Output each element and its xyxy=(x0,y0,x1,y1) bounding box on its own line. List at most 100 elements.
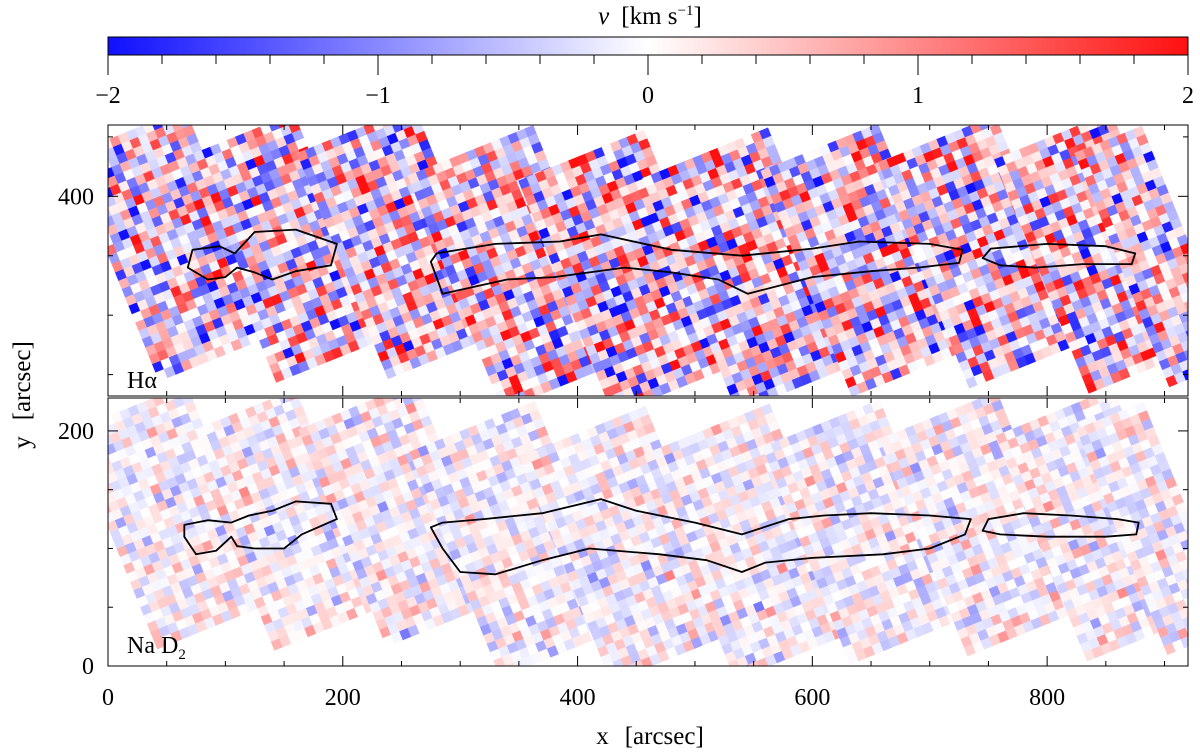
halpha-speckle xyxy=(409,356,422,370)
halpha-speckle xyxy=(577,298,590,312)
halpha-speckle xyxy=(650,288,664,302)
halpha-speckle xyxy=(437,198,451,212)
halpha-speckle xyxy=(950,217,963,230)
halpha-speckle xyxy=(734,331,748,344)
halpha-speckle xyxy=(119,208,133,222)
nad2-speckle xyxy=(288,514,302,527)
halpha-speckle xyxy=(242,295,255,308)
halpha-speckle xyxy=(95,219,107,231)
halpha-speckle xyxy=(225,301,238,315)
halpha-speckle xyxy=(642,243,655,257)
halpha-speckle xyxy=(632,315,645,328)
halpha-speckle xyxy=(380,164,393,177)
halpha-speckle xyxy=(704,256,717,269)
halpha-speckle xyxy=(603,317,617,330)
halpha-speckle xyxy=(826,305,839,319)
halpha-speckle xyxy=(1189,288,1200,300)
halpha-speckle xyxy=(397,351,411,365)
nad2-speckle xyxy=(156,596,170,610)
halpha-speckle xyxy=(368,159,382,172)
halpha-speckle xyxy=(800,373,813,386)
halpha-speckle xyxy=(227,330,240,343)
halpha-speckle xyxy=(834,205,847,219)
nad2-speckle xyxy=(116,448,129,461)
halpha-speckle xyxy=(980,243,993,257)
halpha-speckle xyxy=(1086,264,1099,277)
halpha-speckle xyxy=(275,281,289,295)
halpha-speckle xyxy=(353,243,367,256)
halpha-speckle xyxy=(846,259,859,272)
halpha-speckle xyxy=(1023,303,1037,317)
halpha-speckle xyxy=(1162,366,1175,379)
nad2-speckle xyxy=(221,444,235,457)
halpha-speckle xyxy=(380,309,394,323)
halpha-speckle xyxy=(839,339,853,352)
halpha-speckle xyxy=(923,354,936,367)
halpha-speckle xyxy=(982,369,995,382)
halpha-speckle xyxy=(1145,324,1158,338)
halpha-speckle xyxy=(610,285,623,298)
halpha-speckle xyxy=(822,249,836,262)
halpha-speckle xyxy=(702,276,716,289)
halpha-speckle xyxy=(1139,190,1153,204)
halpha-speckle xyxy=(388,257,402,271)
nad2-speckle xyxy=(171,416,184,429)
halpha-speckle xyxy=(131,262,145,275)
halpha-speckle xyxy=(610,333,624,347)
halpha-speckle xyxy=(203,271,217,285)
halpha-speckle xyxy=(365,296,379,309)
halpha-speckle xyxy=(286,189,300,203)
halpha-speckle xyxy=(228,164,241,178)
halpha-speckle xyxy=(630,335,644,349)
halpha-speckle xyxy=(1146,256,1160,269)
nad2-speckle xyxy=(108,495,109,508)
nad2-speckle xyxy=(121,436,134,449)
halpha-speckle xyxy=(1135,360,1148,374)
nad2-speckle xyxy=(161,633,175,647)
halpha-speckle xyxy=(750,130,764,144)
nad2-speckle xyxy=(178,384,190,396)
halpha-speckle xyxy=(943,249,956,262)
nad2-speckle xyxy=(187,623,200,636)
halpha-speckle xyxy=(1096,289,1109,302)
halpha-speckle xyxy=(863,349,876,362)
halpha-speckle xyxy=(913,280,926,294)
nad2-speckle xyxy=(225,549,238,563)
halpha-speckle xyxy=(977,332,990,346)
halpha-speckle xyxy=(1136,134,1149,147)
halpha-speckle xyxy=(114,171,128,185)
halpha-speckle xyxy=(1129,165,1143,179)
halpha-speckle xyxy=(435,170,449,184)
halpha-speckle xyxy=(357,251,370,264)
halpha-speckle xyxy=(1108,294,1121,307)
halpha-speckle xyxy=(516,370,530,384)
halpha-speckle xyxy=(1076,190,1089,204)
nad2-speckle xyxy=(253,451,266,464)
halpha-speckle xyxy=(472,262,486,275)
nad2-speckle xyxy=(143,563,156,576)
halpha-speckle xyxy=(499,135,512,148)
halpha-speckle xyxy=(1054,330,1067,344)
halpha-speckle xyxy=(635,323,649,337)
halpha-speckle xyxy=(512,217,526,230)
halpha-speckle xyxy=(534,295,548,309)
halpha-speckle xyxy=(485,150,499,163)
halpha-speckle xyxy=(323,167,336,181)
halpha-speckle xyxy=(1044,232,1057,246)
halpha-speckle xyxy=(213,200,226,213)
nad2-speckle xyxy=(173,590,187,603)
halpha-speckle xyxy=(377,253,390,266)
halpha-speckle xyxy=(327,289,340,303)
halpha-speckle xyxy=(1086,312,1099,326)
halpha-speckle xyxy=(989,172,1003,185)
nad2-speckle xyxy=(143,611,157,625)
halpha-speckle xyxy=(266,139,280,153)
halpha-speckle xyxy=(638,332,652,345)
nad2-speckle xyxy=(146,620,160,633)
nad2-speckle xyxy=(108,520,119,533)
halpha-speckle xyxy=(916,230,930,244)
halpha-speckle xyxy=(1123,197,1136,211)
halpha-speckle xyxy=(707,313,721,326)
nad2-speckle xyxy=(196,454,210,468)
halpha-speckle xyxy=(255,183,268,196)
